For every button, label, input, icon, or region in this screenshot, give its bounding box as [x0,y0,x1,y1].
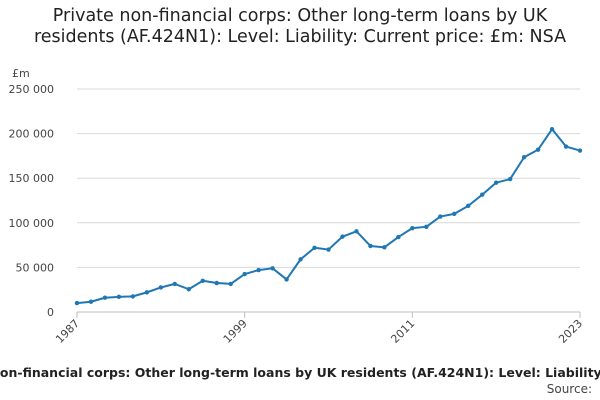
data-point [312,245,317,250]
axes [76,311,581,318]
footer-title: Private non-financial corps: Other long-… [0,365,600,380]
data-point [200,278,205,283]
data-point [88,299,94,304]
data-point [549,126,555,132]
data-point [144,290,150,295]
data-point [116,294,122,300]
data-point [479,192,485,197]
data-point [298,257,303,262]
data-point [577,148,583,153]
data-point [214,280,219,286]
data-point [396,234,401,240]
series-layer [74,126,583,306]
y-tick-label: 250 000 [9,83,55,96]
data-point [382,245,387,250]
y-axis-unit-label: £m [12,67,30,80]
x-tick-label: 2023 [556,317,585,346]
data-point [424,224,429,230]
y-tick-label: 50 000 [16,261,55,274]
data-point [521,155,527,160]
data-point [368,243,373,249]
data-point [284,277,289,282]
tick-labels: 0 50 000 100 000 150 000 200 000 250 000 £m 198… [9,67,586,346]
data-point [270,266,275,271]
y-tick-label: 150 000 [9,172,55,185]
data-point [466,203,471,209]
data-point [507,176,513,182]
data-point [535,147,541,152]
data-point [186,287,191,292]
y-tick-label: 100 000 [9,217,55,230]
data-point [102,295,108,300]
source-label: Source: [546,382,592,396]
y-tick-label: 0 [47,306,54,319]
chart-title: Private non-financial corps: Other long-… [33,6,567,47]
data-point [563,144,569,149]
gridlines [77,88,580,268]
data-point [438,214,443,219]
data-point [74,300,80,306]
data-point [256,267,261,273]
series-line [76,128,581,305]
data-point [326,247,331,252]
data-point [354,229,359,234]
x-tick-label: 1999 [221,317,250,346]
data-point [493,180,499,185]
data-point [228,281,233,287]
x-tick-label: 2011 [388,317,417,346]
y-tick-label: 200 000 [9,128,55,141]
data-point [158,285,164,290]
x-tick-label: 1987 [53,317,82,346]
data-point [172,281,178,287]
data-point [452,211,457,217]
data-point [340,234,345,239]
data-point [130,294,136,299]
data-point [410,225,415,231]
data-point [242,271,247,277]
